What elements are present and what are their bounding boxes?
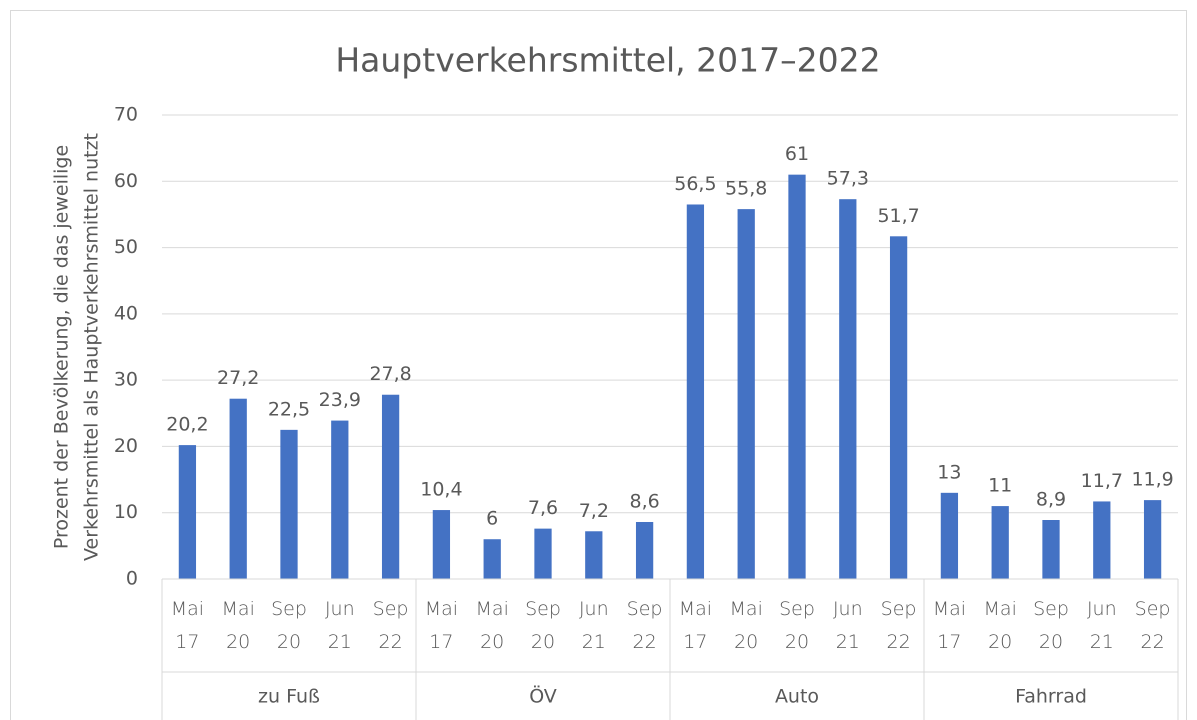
bar	[1143, 500, 1162, 579]
y-tick-label: 10	[114, 501, 138, 523]
group-label: Auto	[775, 686, 819, 708]
data-label: 7,6	[528, 497, 558, 519]
x-tick-label-box: Sep 22	[372, 598, 409, 653]
x-tick-label-box: Mai 17	[170, 598, 205, 653]
data-label: 55,8	[725, 178, 767, 200]
bar	[788, 174, 806, 579]
chart-border	[10, 10, 1187, 720]
bar	[585, 531, 603, 579]
y-tick-label: 50	[114, 236, 138, 258]
bar	[889, 236, 908, 579]
x-tick-label: Mai 17	[424, 598, 459, 653]
x-tick-label-box: Sep 22	[880, 598, 917, 653]
x-tick-label-box: Sep 22	[626, 598, 663, 653]
x-tick-label-box: Mai 20	[983, 598, 1017, 653]
bar	[178, 445, 197, 579]
x-tick-label-box: Jun 21	[832, 598, 863, 653]
bar	[432, 510, 451, 579]
x-tick-label-box: Jun 21	[324, 598, 355, 653]
x-tick-label: Sep 22	[1134, 598, 1171, 653]
bar	[839, 199, 857, 579]
x-tick-label: Sep 22	[372, 598, 409, 653]
x-tick-label-box: Sep 20	[525, 598, 561, 653]
x-tick-label: Jun 21	[832, 598, 863, 653]
x-tick-label: Mai 20	[475, 598, 509, 653]
data-label: 11,9	[1131, 469, 1173, 491]
x-tick-label: Jun 21	[1086, 598, 1117, 653]
data-label: 6	[486, 508, 498, 530]
data-label: 56,5	[674, 173, 716, 195]
x-tick-label: Sep 20	[779, 598, 815, 653]
y-tick-label: 60	[114, 170, 138, 192]
x-tick-label-box: Mai 20	[475, 598, 509, 653]
bar	[331, 420, 349, 579]
x-tick-label-box: Jun 21	[578, 598, 609, 653]
x-tick-label: Mai 20	[983, 598, 1017, 653]
x-tick-label: Jun 21	[578, 598, 609, 653]
chart-title: Hauptverkehrsmittel, 2017–2022	[335, 41, 880, 80]
bar	[381, 394, 400, 579]
bar	[1042, 520, 1060, 579]
x-tick-label: Sep 20	[271, 598, 307, 653]
x-tick-label-box: Jun 21	[1086, 598, 1117, 653]
data-label: 7,2	[579, 500, 609, 522]
data-label: 20,2	[166, 414, 208, 436]
x-tick-label: Sep 22	[880, 598, 917, 653]
data-label: 8,9	[1036, 489, 1066, 511]
x-tick-label: Sep 20	[1033, 598, 1069, 653]
x-tick-label-box: Mai 17	[678, 598, 713, 653]
data-label: 22,5	[268, 398, 310, 420]
y-tick-label: 40	[114, 302, 138, 324]
data-label: 27,2	[217, 367, 259, 389]
group-label: Fahrrad	[1015, 686, 1087, 708]
x-tick-label: Sep 22	[626, 598, 663, 653]
x-tick-label: Sep 20	[525, 598, 561, 653]
y-axis-label: Prozent der Bevölkerung, die das jeweili…	[51, 145, 73, 549]
data-label: 11	[988, 475, 1012, 497]
data-label: 11,7	[1081, 470, 1123, 492]
bar	[737, 209, 755, 579]
y-tick-label: 20	[114, 435, 138, 457]
y-tick-label: 0	[126, 568, 138, 590]
data-label: 13	[937, 461, 961, 483]
y-axis-label: Verkehrsmittel als Hauptverkehrsmittel n…	[81, 133, 103, 561]
data-label: 51,7	[877, 205, 919, 227]
group-label: zu Fuß	[258, 686, 320, 708]
x-tick-label-box: Sep 20	[779, 598, 815, 653]
x-tick-label: Jun 21	[324, 598, 355, 653]
x-tick-label: Mai 20	[729, 598, 763, 653]
group-label: ÖV	[529, 685, 557, 708]
data-label: 23,9	[319, 389, 361, 411]
x-tick-label-box: Sep 20	[1033, 598, 1069, 653]
bar	[686, 204, 705, 579]
x-tick-label-box: Mai 17	[424, 598, 459, 653]
bar	[534, 528, 552, 579]
x-tick-label-box: Sep 20	[271, 598, 307, 653]
data-label: 57,3	[827, 168, 869, 190]
x-tick-label: Mai 17	[932, 598, 967, 653]
x-tick-label-box: Sep 22	[1134, 598, 1171, 653]
bar	[635, 521, 654, 579]
bar	[1093, 501, 1111, 579]
x-tick-label-box: Mai 20	[221, 598, 255, 653]
x-tick-label: Mai 17	[170, 598, 205, 653]
y-tick-label: 70	[114, 104, 138, 126]
x-tick-label: Mai 17	[678, 598, 713, 653]
data-label: 61	[785, 143, 809, 165]
x-tick-label: Mai 20	[221, 598, 255, 653]
data-label: 8,6	[629, 490, 659, 512]
data-label: 27,8	[369, 363, 411, 385]
x-tick-label-box: Mai 20	[729, 598, 763, 653]
bar	[280, 429, 298, 579]
data-label: 10,4	[420, 479, 462, 501]
x-tick-label-box: Mai 17	[932, 598, 967, 653]
bar	[483, 539, 501, 579]
y-tick-label: 30	[114, 369, 138, 391]
bar	[940, 492, 959, 579]
bar	[991, 506, 1009, 579]
bar	[229, 398, 247, 579]
